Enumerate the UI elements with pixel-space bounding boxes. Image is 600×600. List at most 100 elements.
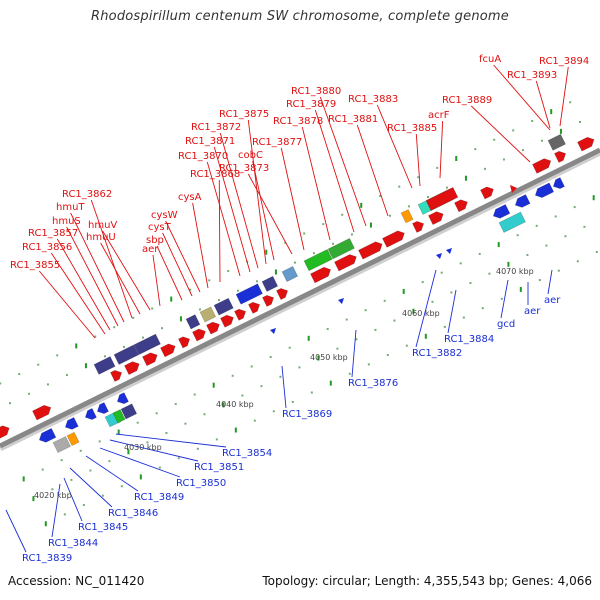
leader-line	[99, 447, 181, 478]
tick-dot	[307, 335, 310, 341]
leader-line	[162, 232, 193, 297]
category-block-shape	[281, 266, 299, 282]
category-block-shape	[133, 333, 161, 356]
category-block-shape	[113, 344, 140, 365]
gene-label-forward: RC1_3873	[219, 163, 269, 174]
tick-dot	[462, 316, 465, 319]
tick-dot	[253, 419, 256, 422]
leader-line	[493, 64, 551, 131]
leader-line	[206, 161, 241, 277]
tick-dot	[407, 205, 410, 208]
forward-cds-shape	[262, 295, 275, 307]
leader-line	[559, 66, 569, 127]
map-title: Rhodospirillum centenum SW chromosome, c…	[91, 9, 509, 24]
leader-line	[219, 132, 259, 269]
gene-label-forward: hmuV	[88, 220, 117, 231]
category-block	[133, 333, 161, 356]
tick-dot	[426, 195, 429, 198]
forward-cds-shape	[334, 254, 357, 272]
reverse-cds	[96, 402, 109, 414]
leader-line	[69, 467, 113, 508]
gene-features	[0, 133, 595, 453]
gene-label-reverse: RC1_3876	[348, 378, 398, 389]
forward-cds-shape	[382, 230, 405, 248]
reverse-cds-shape	[492, 204, 511, 219]
tick-dot	[79, 449, 82, 452]
tick-dot	[379, 194, 382, 197]
category-block-shape	[303, 248, 333, 272]
category-block-lower	[120, 403, 138, 420]
tick-dot	[576, 260, 579, 263]
tick-dot	[203, 413, 206, 416]
gene-label-forward: RC1_3870	[178, 151, 228, 162]
small-feature	[436, 253, 442, 259]
tick-dot	[189, 288, 192, 291]
leader-line	[319, 96, 367, 227]
gene-label-reverse: gcd	[497, 319, 515, 330]
forward-cds	[428, 211, 444, 226]
tick-dot	[260, 385, 263, 388]
forward-cds	[248, 301, 261, 314]
category-block-lower	[52, 436, 71, 453]
category-block-shape	[235, 283, 263, 305]
tick-dot	[355, 338, 358, 341]
reverse-cds	[552, 177, 565, 190]
forward-cds	[334, 254, 357, 272]
leader-line	[547, 269, 553, 295]
reverse-cds	[64, 416, 79, 430]
tick-dot	[481, 307, 484, 310]
forward-cds	[358, 241, 383, 260]
tick-dot	[279, 375, 282, 378]
forward-cds	[32, 404, 52, 421]
gene-label-forward: hmuT	[56, 202, 85, 213]
leader-line	[252, 160, 275, 261]
category-block-shape	[93, 356, 116, 375]
tick-dot	[127, 449, 130, 455]
category-block	[213, 297, 234, 316]
tick-dot	[450, 291, 453, 294]
tick-dot	[193, 393, 196, 396]
forward-cds-shape	[412, 221, 425, 233]
forward-cds	[532, 158, 552, 174]
forward-cds-shape	[124, 361, 140, 376]
forward-cds	[234, 308, 247, 321]
category-block-shape	[213, 297, 234, 316]
tick-dot	[488, 272, 491, 275]
category-block	[281, 266, 299, 282]
category-block	[199, 306, 217, 323]
leader-line	[192, 202, 209, 289]
gene-label-forward: aer	[142, 244, 159, 255]
forward-cds-shape	[0, 425, 10, 440]
tick-dot	[540, 139, 543, 142]
forward-cds-shape	[577, 136, 595, 152]
small-feature	[510, 185, 517, 193]
tick-dot	[424, 333, 427, 339]
tick-dot	[303, 232, 306, 235]
gene-label-forward: RC1_3880	[291, 86, 341, 97]
gene-label-forward: hmuS	[52, 216, 81, 227]
forward-cds-shape	[160, 343, 176, 358]
category-block	[185, 314, 201, 330]
forward-cds	[554, 150, 567, 163]
forward-cds-shape	[480, 186, 494, 200]
gene-label-forward: RC1_3868	[190, 169, 240, 180]
small-feature	[338, 298, 344, 304]
forward-cds	[192, 328, 206, 342]
gene-label-forward: cysA	[178, 192, 202, 203]
tick-dot	[493, 138, 496, 141]
tick-dot	[293, 261, 296, 264]
reverse-cds	[514, 194, 531, 208]
tick-dot	[386, 354, 389, 357]
leader-line	[439, 120, 444, 179]
scale-label: 4040 kbp	[216, 400, 254, 409]
gene-label-reverse: RC1_3882	[412, 348, 462, 359]
category-block	[93, 356, 116, 375]
category-block-lower	[498, 211, 526, 233]
gene-label-reverse: aer	[544, 295, 561, 306]
forward-cds	[142, 352, 158, 367]
tick-dot	[512, 129, 515, 132]
gene-label-reverse: RC1_3854	[222, 448, 272, 459]
tick-dot	[592, 195, 595, 201]
tick-dot	[113, 326, 116, 329]
